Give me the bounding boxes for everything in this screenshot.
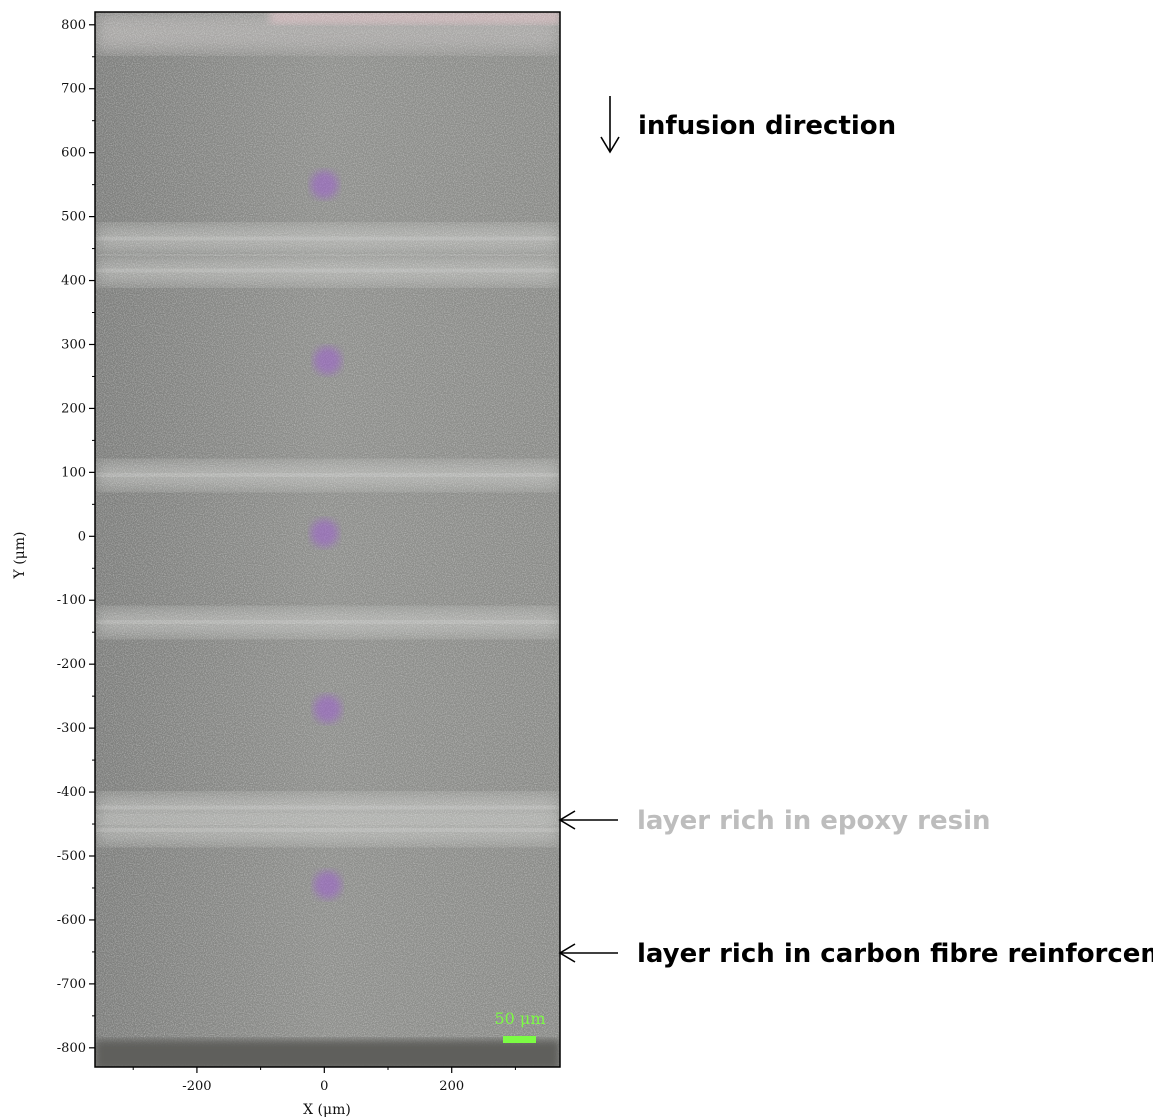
purple-mark: [310, 519, 339, 548]
infusion-direction-label: infusion direction: [638, 111, 896, 141]
carbon-fibre-layer-label: layer rich in carbon fibre reinforcement: [637, 939, 1153, 969]
x-axis: -200 0 200: [132, 1067, 516, 1094]
epoxy-layer-label: layer rich in epoxy resin: [637, 806, 991, 836]
purple-mark: [313, 346, 342, 375]
epoxy-annotation: layer rich in epoxy resin: [558, 806, 991, 836]
scale-bar: 50 μm: [494, 1009, 546, 1043]
carbon-annotation: layer rich in carbon fibre reinforcement: [558, 939, 1153, 969]
infusion-annotation: infusion direction: [600, 96, 896, 154]
y-tick-label: 600: [61, 146, 86, 161]
y-tick-label: -500: [57, 849, 86, 864]
y-tick-label: -700: [57, 977, 86, 992]
y-tick-label: -600: [57, 913, 86, 928]
purple-mark: [313, 694, 342, 723]
x-tick-label: 0: [320, 1079, 328, 1094]
purple-mark: [313, 870, 342, 899]
purple-mark: [310, 170, 339, 199]
y-tick-label: 100: [61, 465, 86, 480]
purple-marks: [310, 170, 342, 899]
y-tick-label: -800: [57, 1041, 86, 1056]
y-tick-label: -200: [57, 657, 86, 672]
x-tick-label: 200: [439, 1079, 464, 1094]
y-tick-label: 500: [61, 210, 86, 225]
y-tick-label: 200: [61, 401, 86, 416]
y-tick-label: 800: [61, 18, 86, 33]
y-tick-label: -400: [57, 785, 86, 800]
scale-bar-label: 50 μm: [494, 1009, 545, 1028]
y-tick-label: 300: [61, 337, 86, 352]
y-tick-label: 400: [61, 274, 86, 289]
plot-frame: [94, 11, 561, 1068]
left-arrowhead-icon: [558, 810, 576, 830]
left-arrowhead-icon: [558, 943, 576, 963]
down-arrowhead-icon: [600, 136, 620, 154]
bottom-dark-band: [95, 1040, 560, 1067]
y-axis: 800 700 600 500 400 300 200 100 0 -100 -200 -300 -40…: [57, 18, 95, 1056]
y-tick-label: -100: [57, 593, 86, 608]
y-tick-label: -300: [57, 721, 86, 736]
scale-bar-line: [503, 1036, 536, 1043]
x-axis-label: X (μm): [303, 1102, 351, 1118]
x-tick-label: -200: [182, 1079, 211, 1094]
y-axis-label: Y (μm): [12, 532, 28, 580]
micrograph-image: [95, 12, 560, 1067]
y-tick-label: 700: [61, 82, 86, 97]
y-tick-label: 0: [78, 529, 86, 544]
